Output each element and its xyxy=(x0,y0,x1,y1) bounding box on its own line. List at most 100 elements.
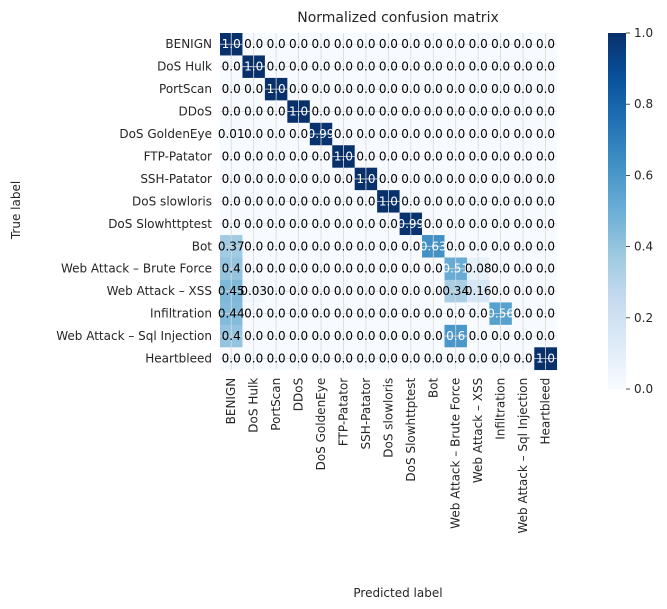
cell-value-label: 1.0 xyxy=(334,149,353,163)
cell-value-label: 0.0 xyxy=(244,82,263,96)
cell-value-label: 0.0 xyxy=(334,105,353,119)
cell-value-label: 0.0 xyxy=(267,37,286,51)
cell-value-label: 0.0 xyxy=(469,194,488,208)
x-tick-label: DoS slowloris xyxy=(381,378,395,458)
cell-value-label: 0.0 xyxy=(289,307,308,321)
y-tick-label: DDoS xyxy=(179,105,212,119)
cell-value-label: 0.0 xyxy=(289,329,308,343)
cell-value-label: 0.0 xyxy=(267,284,286,298)
cell-value-label: 0.0 xyxy=(491,329,510,343)
cell-value-label: 0.0 xyxy=(311,352,330,366)
cell-value-label: 0.0 xyxy=(446,127,465,141)
x-tick-label: PortScan xyxy=(269,378,283,431)
cell-value-label: 0.0 xyxy=(379,127,398,141)
cell-value-label: 0.0 xyxy=(424,149,443,163)
cell-value-label: 0.0 xyxy=(222,105,241,119)
y-tick-label: DoS slowloris xyxy=(132,194,212,208)
cell-value-label: 0.0 xyxy=(536,217,555,231)
cell-value-label: 0.0 xyxy=(289,284,308,298)
x-tick-label: BENIGN xyxy=(224,378,238,425)
cell-value-label: 0.0 xyxy=(469,105,488,119)
cell-value-label: 0.0 xyxy=(356,352,375,366)
cell-value-label: 0.0 xyxy=(514,149,533,163)
y-tick-label: Web Attack – Sql Injection xyxy=(56,329,212,343)
cell-value-label: 0.0 xyxy=(401,284,420,298)
cell-value-label: 0.0 xyxy=(267,172,286,186)
cell-value-label: 0.0 xyxy=(424,105,443,119)
cell-value-label: 0.51 xyxy=(442,262,469,276)
cell-value-label: 0.0 xyxy=(334,82,353,96)
cell-value-label: 0.0 xyxy=(514,352,533,366)
x-axis-label: Predicted label xyxy=(353,586,442,600)
x-tick-label: Infiltration xyxy=(494,378,508,440)
cell-value-label: 0.0 xyxy=(379,37,398,51)
gridlines xyxy=(220,33,557,370)
cell-value-label: 0.0 xyxy=(311,307,330,321)
cell-value-label: 0.56 xyxy=(487,307,514,321)
cell-value-label: 0.0 xyxy=(401,127,420,141)
cell-value-label: 0.0 xyxy=(424,127,443,141)
cell-value-label: 0.0 xyxy=(424,284,443,298)
cell-value-label: 0.0 xyxy=(536,105,555,119)
colorbar-tick-label: 0.2 xyxy=(634,311,653,325)
cell-value-label: 0.0 xyxy=(401,194,420,208)
cell-value-label: 0.0 xyxy=(446,172,465,186)
x-tick-label: SSH-Patator xyxy=(359,378,373,450)
cell-value-label: 0.0 xyxy=(536,329,555,343)
cell-value-label: 0.0 xyxy=(491,284,510,298)
cell-value-label: 0.0 xyxy=(514,60,533,74)
cell-value-label: 0.0 xyxy=(536,172,555,186)
cell-value-label: 1.0 xyxy=(222,37,241,51)
cell-value-label: 0.0 xyxy=(289,60,308,74)
cell-value-label: 0.0 xyxy=(244,329,263,343)
cell-value-label: 0.0 xyxy=(514,307,533,321)
cell-value-label: 0.0 xyxy=(514,37,533,51)
cell-value-label: 0.0 xyxy=(514,284,533,298)
cell-value-label: 0.0 xyxy=(311,37,330,51)
cell-value-label: 0.0 xyxy=(514,82,533,96)
y-tick-labels: BENIGN DoS Hulk PortScan DDoS DoS GoldenEye F… xyxy=(56,37,212,365)
cell-value-label: 0.0 xyxy=(222,352,241,366)
y-tick-label: DoS GoldenEye xyxy=(119,127,212,141)
cell-value-label: 0.0 xyxy=(401,239,420,253)
cell-value-label: 0.0 xyxy=(491,239,510,253)
cell-value-label: 0.0 xyxy=(469,172,488,186)
cell-value-label: 0.0 xyxy=(356,262,375,276)
cell-value-label: 0.0 xyxy=(289,172,308,186)
cell-value-label: 0.0 xyxy=(536,239,555,253)
cell-value-label: 0.0 xyxy=(536,37,555,51)
cell-value-label: 0.0 xyxy=(379,329,398,343)
cell-value-label: 0.0 xyxy=(356,307,375,321)
x-tick-label: DoS GoldenEye xyxy=(314,378,328,471)
cell-value-label: 0.0 xyxy=(514,329,533,343)
cell-value-label: 0.0 xyxy=(267,307,286,321)
cell-value-label: 0.0 xyxy=(491,352,510,366)
cell-value-label: 1.0 xyxy=(289,105,308,119)
cell-value-label: 0.0 xyxy=(514,262,533,276)
colorbar-tick-label: 0.4 xyxy=(634,240,653,254)
cell-value-label: 0.0 xyxy=(356,284,375,298)
y-tick-label: PortScan xyxy=(159,82,212,96)
cell-value-label: 0.0 xyxy=(401,149,420,163)
cell-value-label: 0.0 xyxy=(491,217,510,231)
cell-value-label: 1.0 xyxy=(267,82,286,96)
cell-value-label: 0.0 xyxy=(311,194,330,208)
x-tick-label: Web Attack – Brute Force xyxy=(449,378,463,529)
cell-value-label: 0.01 xyxy=(218,127,245,141)
cell-value-label: 0.0 xyxy=(536,284,555,298)
cell-value-label: 0.0 xyxy=(446,239,465,253)
cell-value-label: 0.0 xyxy=(267,217,286,231)
cell-value-label: 0.0 xyxy=(446,82,465,96)
cell-value-label: 0.0 xyxy=(289,37,308,51)
y-axis-label: True label xyxy=(9,181,23,240)
cell-value-label: 0.0 xyxy=(424,307,443,321)
cell-value-label: 0.0 xyxy=(469,127,488,141)
y-tick-label: Bot xyxy=(192,239,213,253)
cell-value-label: 0.4 xyxy=(222,262,241,276)
cell-value-label: 0.0 xyxy=(446,149,465,163)
cell-value-label: 0.0 xyxy=(491,149,510,163)
cell-value-label: 0.0 xyxy=(356,82,375,96)
cell-value-label: 0.0 xyxy=(267,239,286,253)
cell-value-label: 0.0 xyxy=(244,172,263,186)
